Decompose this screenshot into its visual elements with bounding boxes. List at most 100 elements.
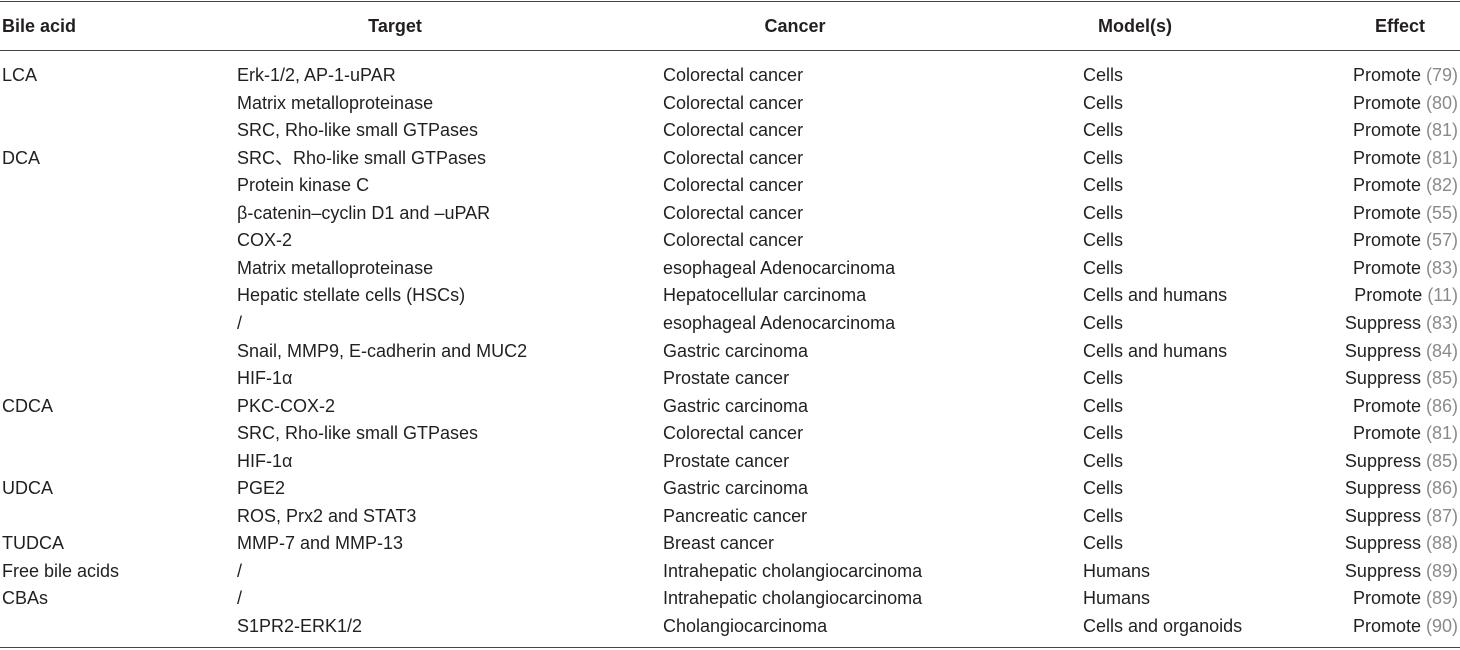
effect-cell: Suppress (88) [1345,532,1458,554]
target-cell: ROS, Prx2 and STAT3 [237,505,417,526]
target-cell: / [237,312,243,333]
cancer-cell: Intrahepatic cholangiocarcinoma [663,560,923,581]
target-cell: SRC, Rho-like small GTPases [237,120,479,141]
target-cell: Erk-1/2, AP-1-uPAR [237,65,396,85]
effect-cell: Promote (90) [1353,615,1458,637]
target-cell: HIF-1α [237,450,293,471]
reference: (86) [1425,478,1458,499]
cancer-cell: Intrahepatic cholangiocarcinoma [663,588,923,609]
target-cell: SRC、Rho-like small GTPases [237,147,487,168]
model-cell: Cells [1083,450,1124,471]
effect-cell: Promote (81) [1353,119,1458,141]
header-cell: Effect [1374,16,1426,36]
model-cell: Cells [1083,202,1124,223]
cancer-cell: Prostate cancer [663,368,790,389]
bile-acid-cell: LCA [2,65,38,85]
reference: (83) [1425,257,1458,278]
cancer-cell: Hepatocellular carcinoma [663,285,867,306]
effect-cell: Promote (55) [1353,202,1458,224]
effect: Suppress [1344,368,1421,389]
effect-cell: Suppress (85) [1345,450,1458,472]
target-cell: MMP-7 and MMP-13 [237,533,404,554]
effect: Promote [1352,92,1421,113]
reference: (81) [1425,423,1458,444]
effect: Suppress [1344,478,1421,499]
effect: Promote [1352,147,1421,168]
target-cell: Matrix metalloproteinase [237,257,434,278]
header-rule [0,50,1460,51]
effect: Promote [1352,588,1421,609]
effect: Promote [1352,616,1421,636]
effect: Promote [1352,202,1421,223]
target-cell: / [237,588,243,609]
cancer-cell: Cholangiocarcinoma [663,616,828,636]
reference: (85) [1425,368,1458,389]
target-cell: COX-2 [237,230,293,251]
model-cell: Cells [1083,312,1124,333]
effect: Promote [1352,175,1421,196]
reference: (83) [1425,312,1458,333]
effect-cell: Suppress (85) [1345,367,1458,389]
effect-cell: Promote (57) [1353,229,1458,251]
bile-acid-cell: TUDCA [2,533,64,554]
model-cell: Cells [1083,92,1124,113]
cancer-cell: Colorectal cancer [663,120,804,141]
bile-acid-cell: CBAs [2,588,49,609]
reference: (86) [1425,395,1458,416]
effect: Suppress [1344,340,1421,361]
reference: (80) [1425,92,1458,113]
model-cell: Cells [1083,175,1124,196]
effect: Promote [1352,257,1421,278]
reference: (90) [1425,616,1458,636]
bottom-rule [0,647,1460,648]
reference: (79) [1425,65,1458,85]
reference: (82) [1425,175,1458,196]
header-cell: Cancer [764,16,826,36]
reference: (57) [1425,230,1458,251]
effect-cell: Promote (11) [1354,284,1458,306]
reference: (89) [1425,560,1458,581]
effect: Suppress [1344,533,1421,554]
target-cell: / [237,560,243,581]
effect: Promote [1352,423,1421,444]
cancer-cell: Colorectal cancer [663,202,804,223]
effect-cell: Suppress (87) [1345,505,1458,527]
header-cell: Model(s) [1098,16,1172,36]
effect-cell: Promote (86) [1353,395,1458,417]
cancer-cell: esophageal Adenocarcinoma [663,257,896,278]
effect: Suppress [1344,505,1421,526]
effect: Suppress [1344,312,1421,333]
model-cell: Cells [1083,478,1124,499]
effect-cell: Suppress (89) [1345,560,1458,582]
header-cell: Bile acid [2,16,77,36]
effect-cell: Promote (81) [1353,147,1458,169]
target-cell: Matrix metalloproteinase [237,92,434,113]
effect: Suppress [1344,450,1421,471]
effect-cell: Promote (89) [1353,587,1458,609]
model-cell: Cells [1083,65,1124,85]
target-cell: Hepatic stellate cells (HSCs) [237,285,466,306]
model-cell: Humans [1083,588,1151,609]
effect: Promote [1352,120,1421,141]
model-cell: Cells and humans [1083,285,1228,306]
effect: Promote [1352,230,1421,251]
model-cell: Cells [1083,533,1124,554]
model-cell: Cells and organoids [1083,616,1243,636]
cancer-cell: Gastric carcinoma [663,395,809,416]
model-cell: Cells [1083,147,1124,168]
effect: Suppress [1344,560,1421,581]
cancer-cell: Colorectal cancer [663,230,804,251]
reference: (55) [1425,202,1458,223]
effect: Promote [1352,395,1421,416]
cancer-cell: Prostate cancer [663,450,790,471]
target-cell: Protein kinase C [237,175,370,196]
cancer-cell: Colorectal cancer [663,92,804,113]
cancer-cell: Colorectal cancer [663,423,804,444]
model-cell: Cells [1083,368,1124,389]
bile-acid-cell: Free bile acids [2,560,120,581]
model-cell: Cells and humans [1083,340,1228,361]
reference: (89) [1425,588,1458,609]
cancer-cell: Gastric carcinoma [663,478,809,499]
reference: (87) [1425,505,1458,526]
